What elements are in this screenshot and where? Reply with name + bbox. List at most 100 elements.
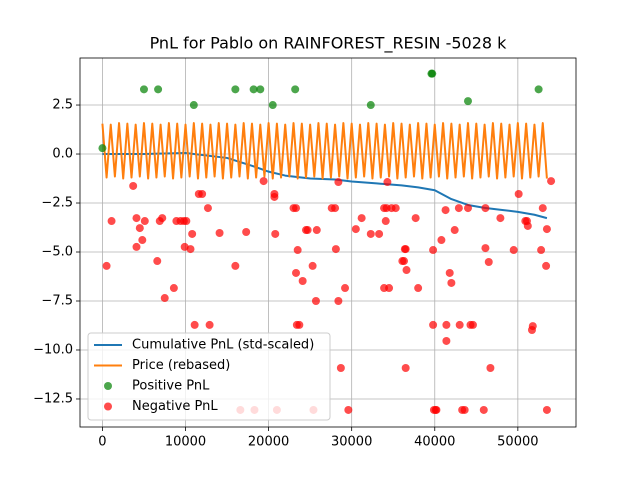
scatter-point (271, 229, 280, 238)
scatter-point (231, 261, 240, 270)
scatter-point (169, 284, 178, 293)
scatter-point (460, 405, 469, 414)
scatter-point (334, 178, 343, 187)
scatter-point (366, 229, 375, 238)
y-tick-label: −2.5 (41, 196, 73, 211)
scatter-point (268, 101, 277, 110)
scatter-point (429, 320, 438, 329)
y-tick-label: −12.5 (33, 391, 73, 406)
scatter-point (160, 294, 169, 303)
scatter-point (547, 177, 556, 186)
scatter-point (428, 69, 437, 78)
scatter-point (411, 214, 420, 223)
scatter-point (182, 217, 191, 226)
scatter-point (132, 214, 141, 223)
scatter-point (203, 204, 212, 213)
scatter-point (138, 236, 147, 245)
scatter-point (414, 284, 423, 293)
scatter-point (375, 229, 384, 238)
scatter-point (205, 320, 214, 329)
scatter-point (291, 85, 300, 94)
scatter-point (135, 224, 144, 233)
scatter-point (188, 229, 197, 238)
scatter-point (334, 296, 343, 305)
scatter-point (429, 246, 438, 255)
scatter-point (534, 85, 543, 94)
scatter-point (486, 364, 495, 373)
scatter-point (437, 236, 446, 245)
scatter-point (496, 214, 505, 223)
series-line (101, 122, 548, 180)
scatter-point (139, 85, 148, 94)
scatter-point (468, 320, 477, 329)
scatter-point (484, 257, 493, 266)
scatter-point (454, 204, 463, 213)
x-tick-label: 0 (98, 435, 106, 450)
scatter-point (189, 101, 198, 110)
scatter-point (198, 189, 207, 198)
scatter-point (366, 101, 375, 110)
scatter-point (215, 228, 224, 237)
scatter-point (542, 261, 551, 270)
scatter-point (432, 405, 441, 414)
scatter-point (154, 85, 163, 94)
x-tick-label: 10000 (165, 435, 206, 450)
scatter-point (344, 405, 353, 414)
scatter-point (270, 192, 279, 201)
scatter-point (293, 246, 302, 255)
y-tick-label: −5.0 (41, 245, 73, 260)
scatter-point (479, 405, 488, 414)
scatter-point (242, 228, 251, 237)
y-tick-label: 2.5 (52, 98, 73, 113)
scatter-point (538, 204, 547, 213)
legend-swatch (104, 382, 112, 390)
scatter-point (140, 217, 149, 226)
scatter-point (292, 204, 301, 213)
scatter-point (331, 204, 340, 213)
scatter-point (303, 226, 312, 235)
scatter-point (381, 217, 390, 226)
scatter-point (341, 284, 350, 293)
legend-box (87, 332, 331, 421)
scatter-point (311, 296, 320, 305)
legend-label: Cumulative PnL (std-scaled) (132, 338, 314, 353)
scatter-point (158, 214, 167, 223)
scatter-point (132, 242, 141, 251)
scatter-point (455, 320, 464, 329)
scatter-point (537, 246, 546, 255)
x-tick-label: 30000 (331, 435, 372, 450)
scatter-point (523, 221, 532, 230)
scatter-point (481, 244, 490, 253)
scatter-point (401, 245, 410, 254)
scatter-point (445, 268, 454, 277)
scatter-point (308, 261, 317, 270)
y-tick-label: −7.5 (41, 293, 73, 308)
scatter-point (463, 204, 472, 213)
scatter-point (331, 245, 340, 254)
x-tick-label: 20000 (248, 435, 289, 450)
scatter-point (441, 206, 450, 215)
scatter-point (463, 97, 472, 106)
y-tick-label: −10.0 (33, 342, 73, 357)
scatter-point (102, 261, 111, 270)
scatter-point (385, 284, 394, 293)
legend-label: Positive PnL (132, 379, 210, 394)
scatter-point (383, 178, 392, 187)
scatter-point (447, 278, 456, 287)
scatter-point (292, 268, 301, 277)
chart-title: PnL for Pablo on RAINFOREST_RESIN -5028 … (150, 34, 508, 54)
scatter-point (391, 204, 400, 213)
scatter-point (351, 225, 360, 234)
scatter-point (107, 217, 116, 226)
axes-frame (79, 57, 577, 428)
scatter-point (98, 144, 107, 153)
scatter-point (481, 204, 490, 213)
scatter-point (312, 226, 321, 235)
plot-area (98, 69, 556, 414)
scatter-point (442, 320, 451, 329)
scatter-point (442, 336, 451, 345)
scatter-point (357, 214, 366, 223)
scatter-point (129, 181, 138, 190)
y-tick-label: 0.0 (52, 147, 73, 162)
